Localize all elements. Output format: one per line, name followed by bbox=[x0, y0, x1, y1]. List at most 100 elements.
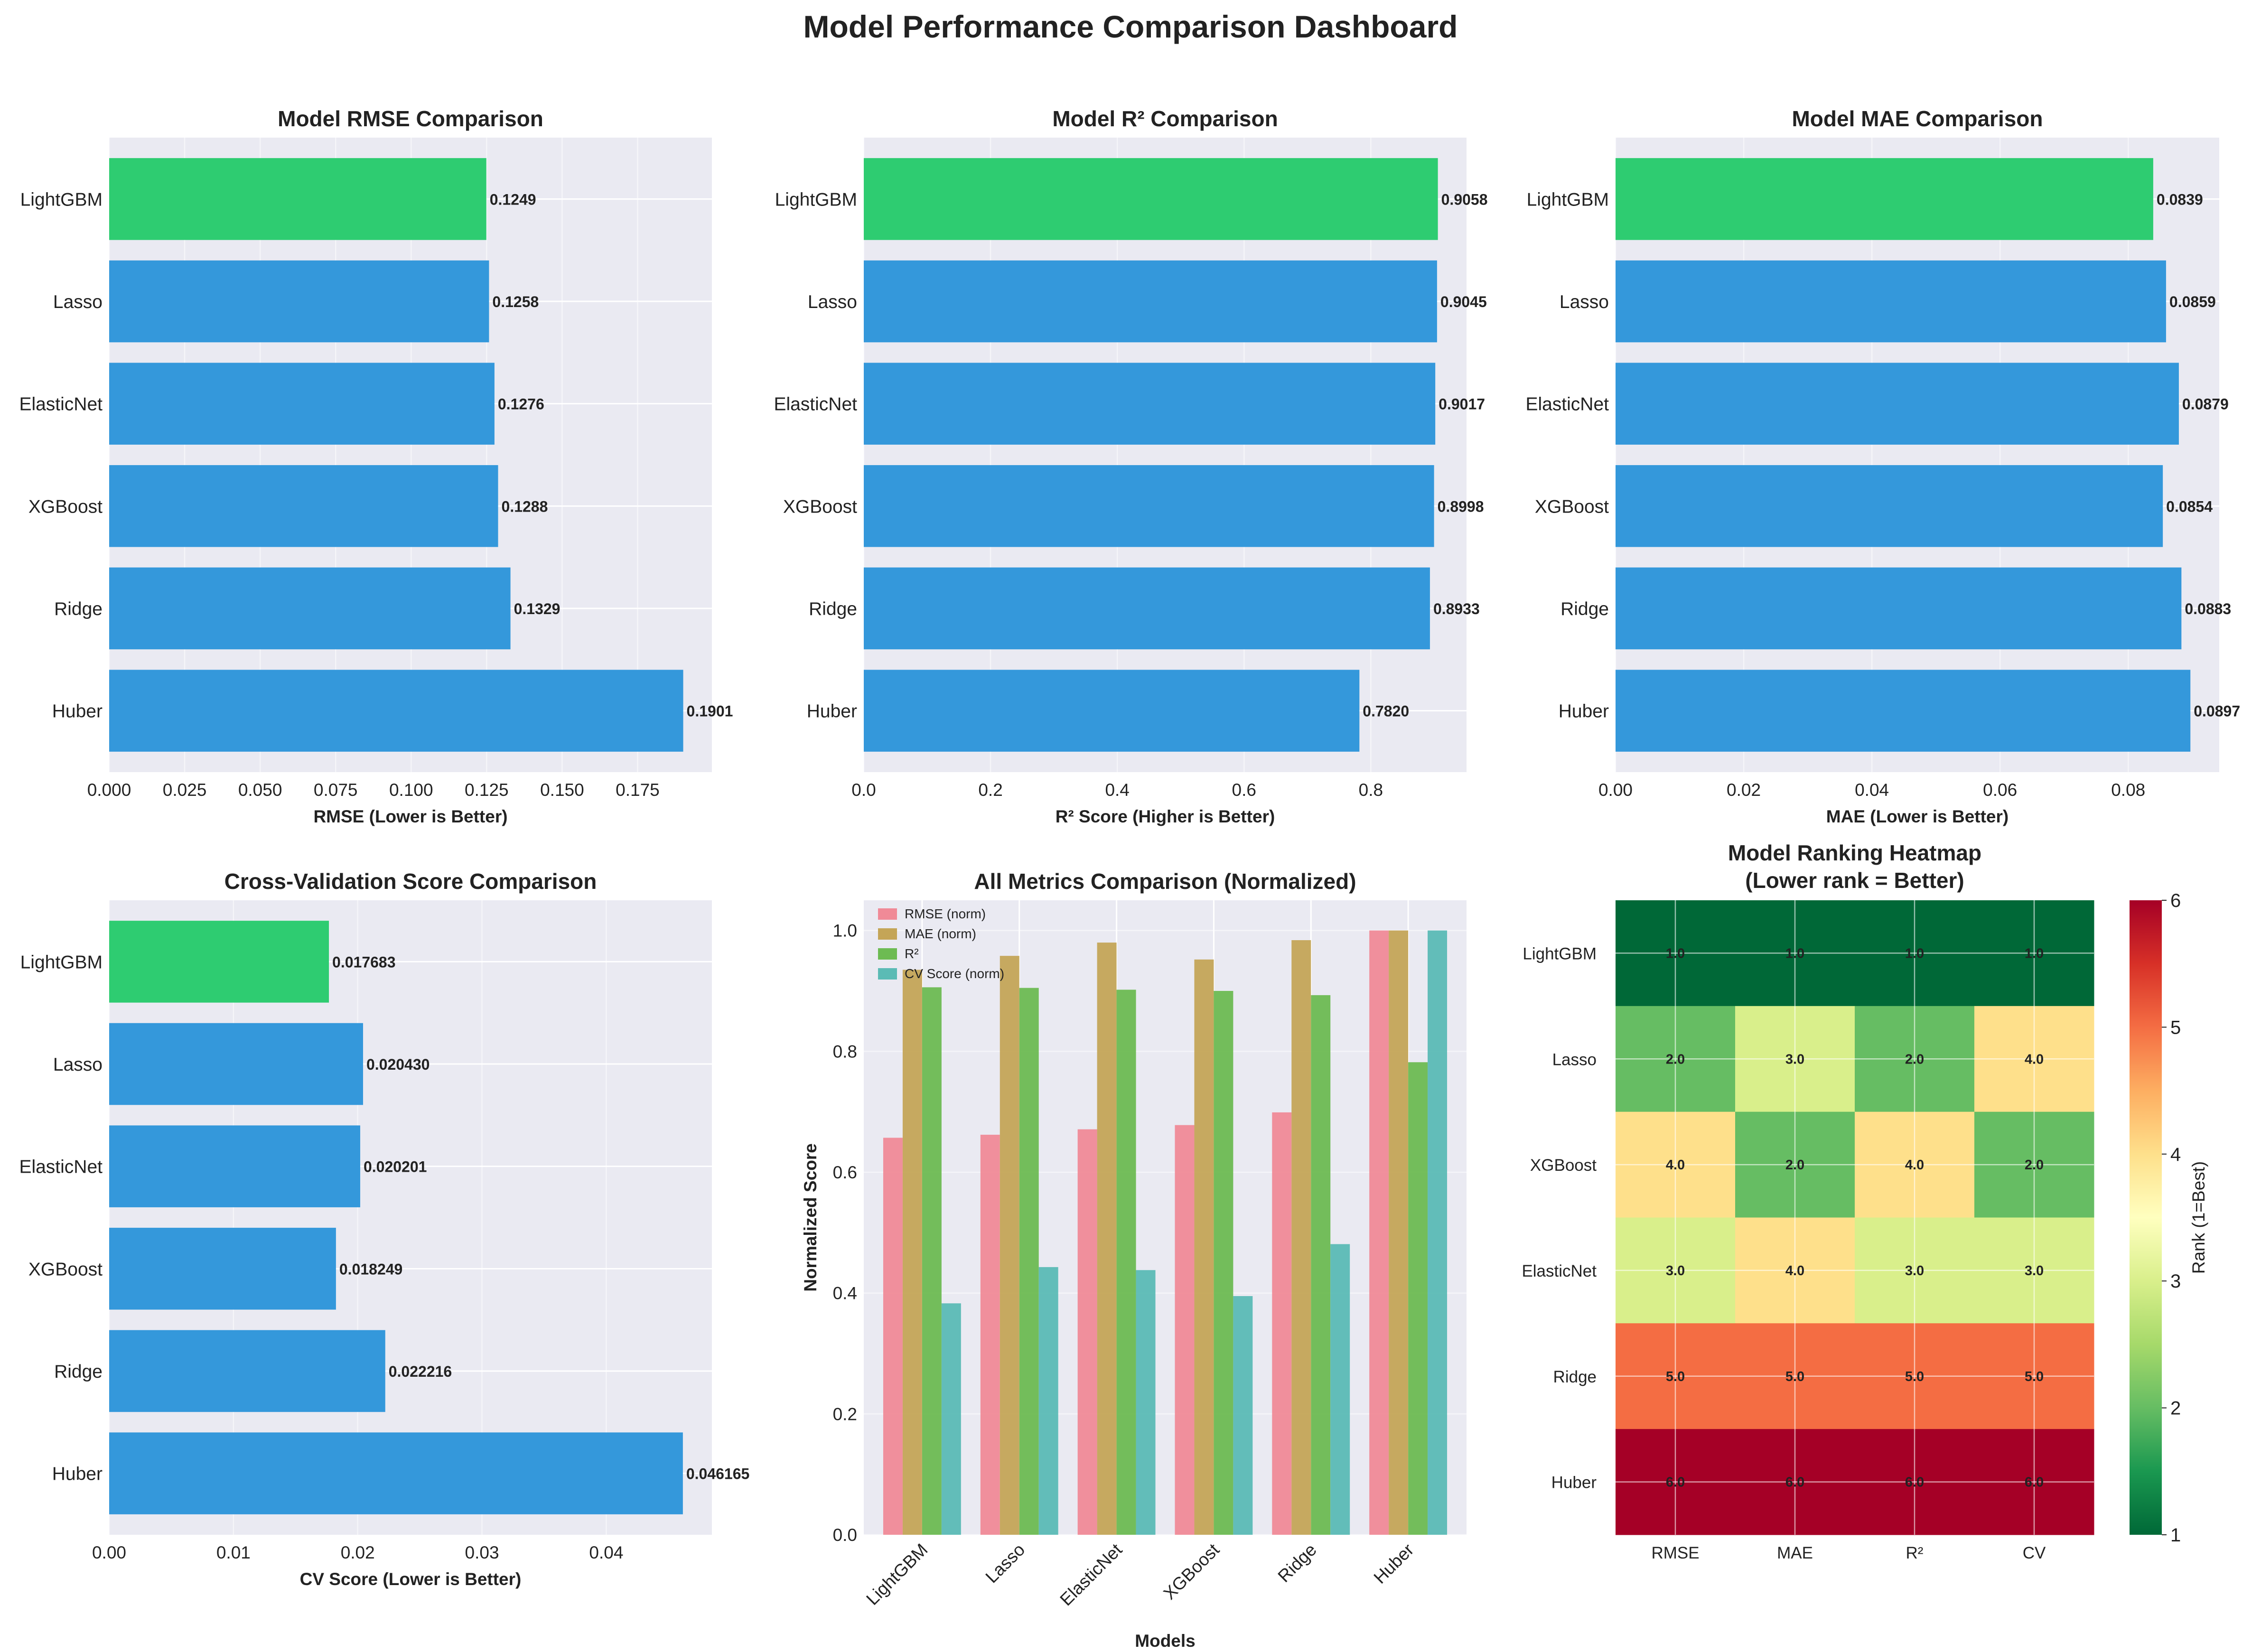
cv-category-label: Lasso bbox=[53, 1055, 103, 1075]
all-xlabel: Models bbox=[1135, 1631, 1195, 1651]
mae-xtick-label: 0.04 bbox=[1855, 780, 1889, 800]
heatmap-cell-label: 6.0 bbox=[2025, 1475, 2044, 1490]
rmse-xlabel: RMSE (Lower is Better) bbox=[313, 807, 507, 826]
r2-category-label: Lasso bbox=[808, 292, 857, 312]
r2-value-label: 0.9017 bbox=[1439, 396, 1485, 413]
cv-bar-elasticnet bbox=[109, 1125, 360, 1207]
all-ytick-label: 0.4 bbox=[833, 1284, 857, 1303]
rmse-xtick-label: 0.075 bbox=[314, 780, 358, 800]
heatmap-cell-label: 1.0 bbox=[1785, 946, 1804, 961]
rmse-chart: 0.000 0.025 0.050 0.075 0.100 0.125 0.150 0.175… bbox=[19, 106, 733, 826]
r2-xtick-label: 0.4 bbox=[1105, 780, 1129, 800]
heatmap-row-label: Lasso bbox=[1552, 1050, 1597, 1069]
rmse-bar-xgboost bbox=[109, 465, 498, 547]
mae-xlabel: MAE (Lower is Better) bbox=[1826, 807, 2009, 826]
r2-category-label: Ridge bbox=[809, 599, 857, 619]
cv-category-label: ElasticNet bbox=[19, 1157, 103, 1177]
cv-category-label: Ridge bbox=[54, 1362, 103, 1382]
mae-bar-elasticnet bbox=[1616, 363, 2179, 445]
cv-xtick-label: 0.04 bbox=[589, 1543, 623, 1562]
colorbar bbox=[2130, 900, 2162, 1535]
mae-bar-lasso bbox=[1616, 260, 2166, 343]
all-bar-s1-ridge bbox=[1291, 940, 1311, 1535]
r2-title: Model R² Comparison bbox=[1052, 106, 1278, 131]
rmse-category-label: XGBoost bbox=[28, 496, 103, 517]
colorbar-tick-label: 4 bbox=[2170, 1144, 2181, 1165]
mae-bar-ridge bbox=[1616, 567, 2182, 650]
mae-xtick-label: 0.08 bbox=[2111, 780, 2145, 800]
r2-xtick-label: 0.2 bbox=[978, 780, 1002, 800]
cv-value-label: 0.022216 bbox=[389, 1363, 452, 1380]
r2-xlabel: R² Score (Higher is Better) bbox=[1056, 807, 1275, 826]
r2-bar-xgboost bbox=[864, 465, 1434, 547]
all-bar-s0-lasso bbox=[980, 1135, 1000, 1535]
colorbar-label: Rank (1=Best) bbox=[2189, 1161, 2208, 1274]
all-bar-s0-ridge bbox=[1272, 1112, 1292, 1535]
rmse-xtick-label: 0.050 bbox=[238, 780, 282, 800]
legend-label: MAE (norm) bbox=[905, 926, 976, 941]
r2-bar-huber bbox=[864, 670, 1360, 752]
heatmap-row-label: XGBoost bbox=[1530, 1156, 1597, 1175]
mae-value-label: 0.0879 bbox=[2182, 396, 2229, 413]
legend-swatch-3 bbox=[878, 968, 897, 980]
heatmap-cell-label: 1.0 bbox=[1666, 946, 1685, 961]
r2-bar-elasticnet bbox=[864, 363, 1436, 445]
cv-bar-lasso bbox=[109, 1023, 363, 1105]
heatmap-col-label: R² bbox=[1906, 1544, 1924, 1562]
cv-value-label: 0.018249 bbox=[339, 1260, 402, 1278]
heatmap-cell-label: 4.0 bbox=[1666, 1157, 1685, 1173]
heatmap-col-label: CV bbox=[2023, 1544, 2046, 1562]
mae-plot-area bbox=[1616, 138, 2219, 772]
r2-xtick-label: 0.8 bbox=[1359, 780, 1383, 800]
all-bar-s3-elasticnet bbox=[1136, 1270, 1156, 1535]
all-bar-s1-xgboost bbox=[1194, 959, 1214, 1535]
heatmap-subtitle: (Lower rank = Better) bbox=[1745, 868, 1964, 893]
rmse-value-label: 0.1901 bbox=[687, 703, 733, 720]
cv-category-label: Huber bbox=[52, 1464, 103, 1484]
cv-title: Cross-Validation Score Comparison bbox=[224, 869, 597, 894]
all-bar-s3-huber bbox=[1428, 930, 1448, 1535]
colorbar-tick-label: 1 bbox=[2170, 1525, 2181, 1546]
rmse-xtick-label: 0.175 bbox=[616, 780, 660, 800]
mae-category-label: XGBoost bbox=[1535, 496, 1609, 517]
r2-xtick-label: 0.6 bbox=[1232, 780, 1256, 800]
heatmap-row-label: LightGBM bbox=[1523, 944, 1597, 963]
cv-bar-lightgbm bbox=[109, 921, 329, 1003]
cv-plot-area bbox=[109, 900, 712, 1535]
mae-bar-lightgbm bbox=[1616, 158, 2153, 240]
heatmap-cell-label: 2.0 bbox=[1905, 1052, 1924, 1067]
mae-title: Model MAE Comparison bbox=[1792, 106, 2043, 131]
rmse-value-label: 0.1249 bbox=[490, 191, 536, 208]
mae-value-label: 0.0839 bbox=[2157, 191, 2203, 208]
all-xtick-label: LightGBM bbox=[862, 1540, 931, 1609]
cv-xtick-label: 0.02 bbox=[341, 1543, 375, 1562]
mae-xtick-label: 0.06 bbox=[1983, 780, 2017, 800]
mae-chart: 0.00 0.02 0.04 0.06 0.08 0.0839 LightGBM 0.0859… bbox=[1525, 106, 2240, 826]
r2-xtick-label: 0.0 bbox=[851, 780, 876, 800]
r2-category-label: LightGBM bbox=[775, 189, 857, 210]
rmse-bar-ridge bbox=[109, 567, 511, 650]
heatmap-chart: 1.0 1.0 1.0 1.0 2.0 3.0 2.0 4.0 4.0 2.0 4.0 2.0 3.0 4… bbox=[1522, 840, 2208, 1562]
cv-bar-xgboost bbox=[109, 1228, 336, 1310]
rmse-plot-area bbox=[109, 138, 712, 772]
rmse-bar-elasticnet bbox=[109, 363, 495, 445]
all-bar-s3-lightgbm bbox=[941, 1303, 961, 1535]
mae-bar-huber bbox=[1616, 670, 2191, 752]
colorbar-tick-label: 3 bbox=[2170, 1271, 2181, 1292]
heatmap-cell-label: 2.0 bbox=[1785, 1157, 1804, 1173]
all-bar-s2-lasso bbox=[1019, 988, 1039, 1535]
mae-value-label: 0.0883 bbox=[2185, 600, 2231, 617]
legend-label: RMSE (norm) bbox=[905, 906, 986, 921]
colorbar-tick-label: 2 bbox=[2170, 1398, 2181, 1419]
cv-chart: 0.00 0.01 0.02 0.03 0.04 0.017683 LightGBM 0.02… bbox=[19, 869, 749, 1589]
all-xtick-label: Ridge bbox=[1274, 1540, 1320, 1586]
all-bar-s3-xgboost bbox=[1233, 1296, 1253, 1535]
mae-value-label: 0.0897 bbox=[2194, 703, 2240, 720]
rmse-bar-lasso bbox=[109, 260, 489, 343]
all-plot-area bbox=[864, 900, 1467, 1535]
all-ytick-label: 0.8 bbox=[833, 1042, 857, 1061]
rmse-xtick-label: 0.100 bbox=[389, 780, 433, 800]
cv-bar-ridge bbox=[109, 1330, 385, 1412]
all-bar-s2-lightgbm bbox=[922, 987, 942, 1535]
rmse-category-label: ElasticNet bbox=[19, 394, 103, 415]
